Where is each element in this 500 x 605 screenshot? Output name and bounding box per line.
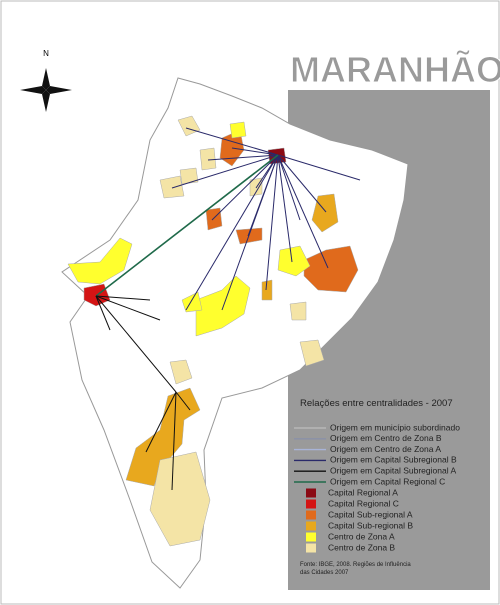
municipality — [229, 121, 247, 139]
link — [95, 295, 177, 393]
legend-label: Centro de Zona B — [328, 542, 395, 552]
link — [95, 295, 111, 331]
municipality — [67, 237, 133, 285]
municipality — [199, 147, 217, 171]
link — [207, 154, 279, 161]
source: Fonte: IBGE, 2008. Regiões de Influência — [300, 562, 411, 568]
compass-arm — [42, 68, 50, 90]
link — [277, 154, 293, 263]
legend-label: Origem em Centro de Zona A — [330, 444, 441, 454]
compass-arm — [20, 86, 46, 94]
legend-swatch — [306, 510, 316, 520]
municipality — [159, 175, 185, 199]
legend-swatch — [306, 488, 316, 498]
legend-label: Origem em Capital Subregional B — [330, 455, 457, 465]
municipality — [289, 301, 307, 321]
municipality — [303, 245, 359, 293]
legend-swatch — [306, 543, 316, 553]
legend-swatch — [306, 521, 316, 531]
legend-title: Relações entre centralidades - 2007 — [300, 398, 453, 409]
link — [211, 154, 279, 221]
legend-label: Capital Regional A — [328, 487, 398, 497]
link — [95, 154, 279, 297]
link — [145, 391, 177, 453]
municipality — [277, 245, 311, 277]
compass-arm — [46, 86, 72, 94]
link — [171, 154, 279, 189]
legend-label: Origem em Capital Subregional A — [330, 465, 456, 475]
legend-label: Capital Regional C — [328, 498, 399, 508]
legend-label: Capital Sub-regional A — [328, 509, 413, 519]
legend-label: Origem em Centro de Zona B — [330, 433, 442, 443]
legend-label: Origem em Capital Regional C — [330, 476, 445, 486]
link — [221, 154, 279, 311]
link — [95, 295, 151, 301]
compass-north: N — [43, 49, 49, 58]
link — [277, 154, 327, 213]
link — [231, 147, 279, 156]
municipality — [205, 207, 223, 231]
links — [95, 127, 361, 491]
municipality — [179, 167, 199, 185]
map-title: MARANHÃO — [290, 48, 500, 90]
legend-swatch — [306, 499, 316, 509]
link — [95, 295, 161, 321]
municipality — [299, 339, 325, 367]
legend-label: Origem em município subordinado — [330, 422, 460, 432]
link — [277, 154, 301, 221]
municipality — [249, 177, 263, 197]
source: das Cidades 2007 — [300, 570, 349, 576]
municipality — [261, 279, 273, 301]
link — [171, 391, 177, 491]
compass: N — [20, 49, 72, 112]
link — [185, 154, 279, 311]
link — [265, 154, 279, 291]
municipality — [169, 359, 193, 385]
compass-arm — [42, 90, 50, 112]
link — [277, 154, 361, 181]
legend-swatch — [306, 532, 316, 542]
municipality — [181, 291, 203, 313]
link — [185, 127, 279, 156]
legend-label: Capital Sub-regional B — [328, 520, 413, 530]
link — [175, 391, 191, 411]
legend-label: Centro de Zona A — [328, 531, 395, 541]
municipality — [149, 451, 211, 547]
link — [255, 154, 279, 189]
link — [277, 154, 329, 269]
